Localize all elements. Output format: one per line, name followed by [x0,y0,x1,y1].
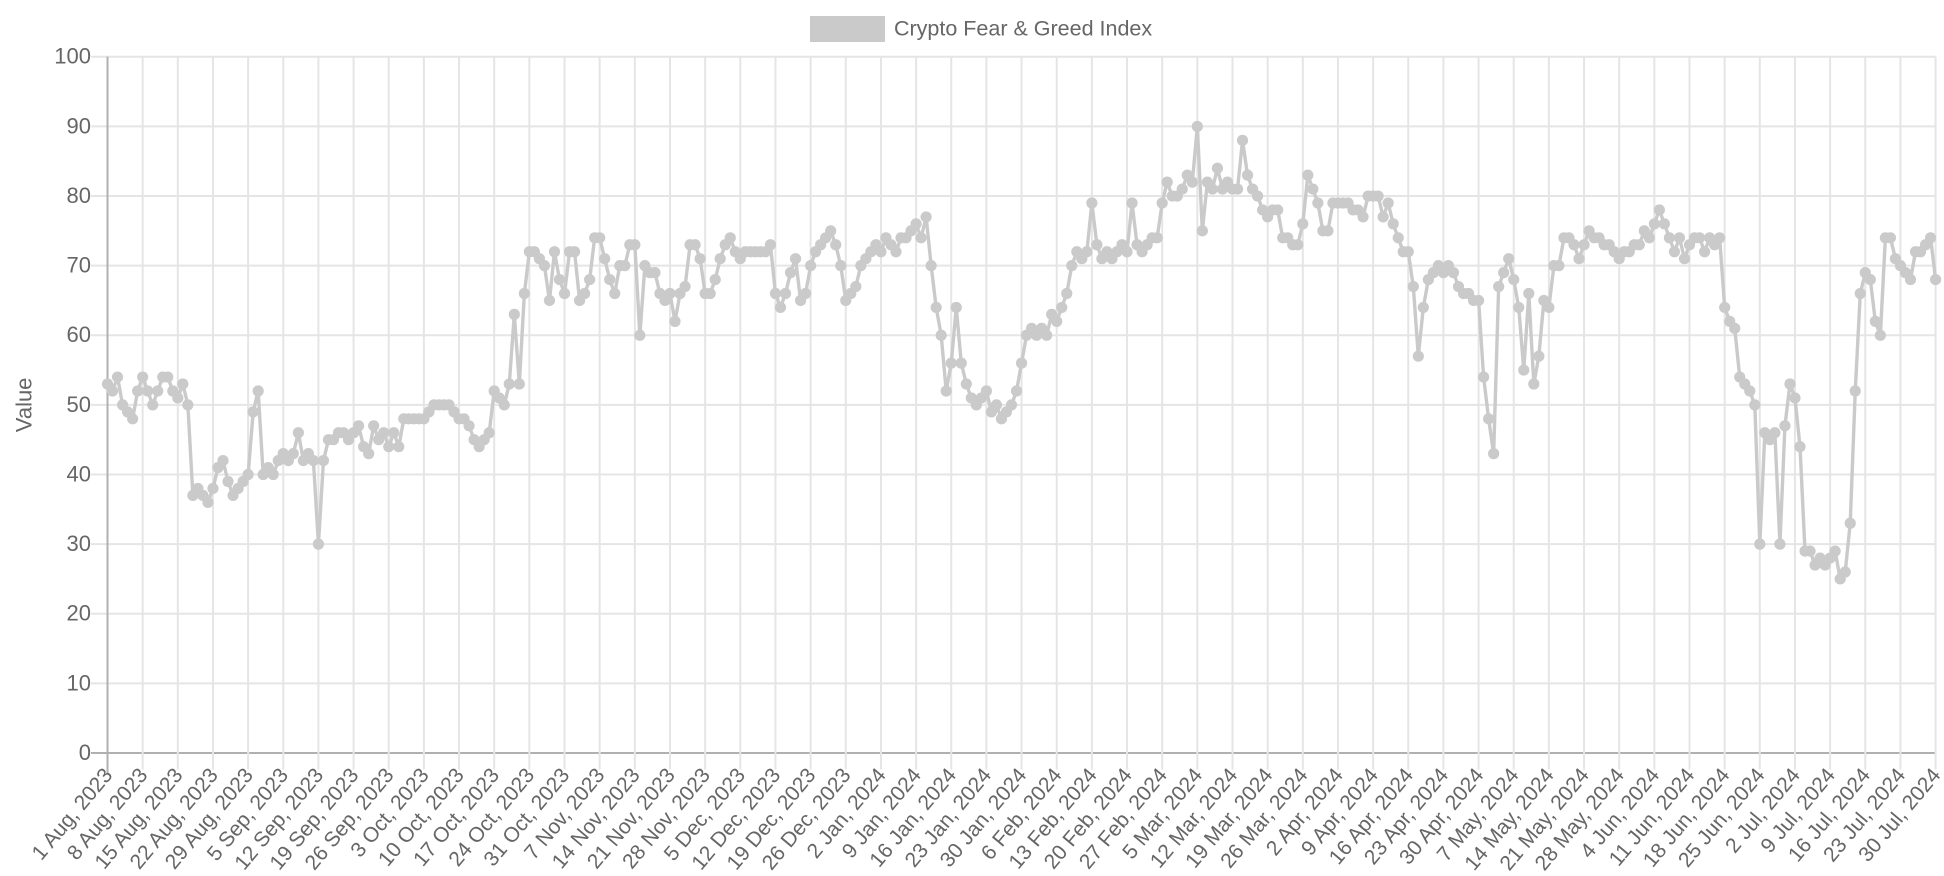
svg-text:50: 50 [67,392,91,417]
svg-text:20: 20 [67,601,91,626]
svg-text:30: 30 [67,531,91,556]
svg-text:40: 40 [67,461,91,486]
svg-text:80: 80 [67,183,91,208]
svg-text:10: 10 [67,670,91,695]
svg-text:0: 0 [79,740,91,765]
svg-text:Value: Value [12,378,37,433]
svg-text:Crypto Fear & Greed Index: Crypto Fear & Greed Index [894,17,1152,41]
svg-text:70: 70 [67,253,91,278]
svg-text:100: 100 [54,44,91,69]
svg-text:90: 90 [67,113,91,138]
svg-text:60: 60 [67,322,91,347]
